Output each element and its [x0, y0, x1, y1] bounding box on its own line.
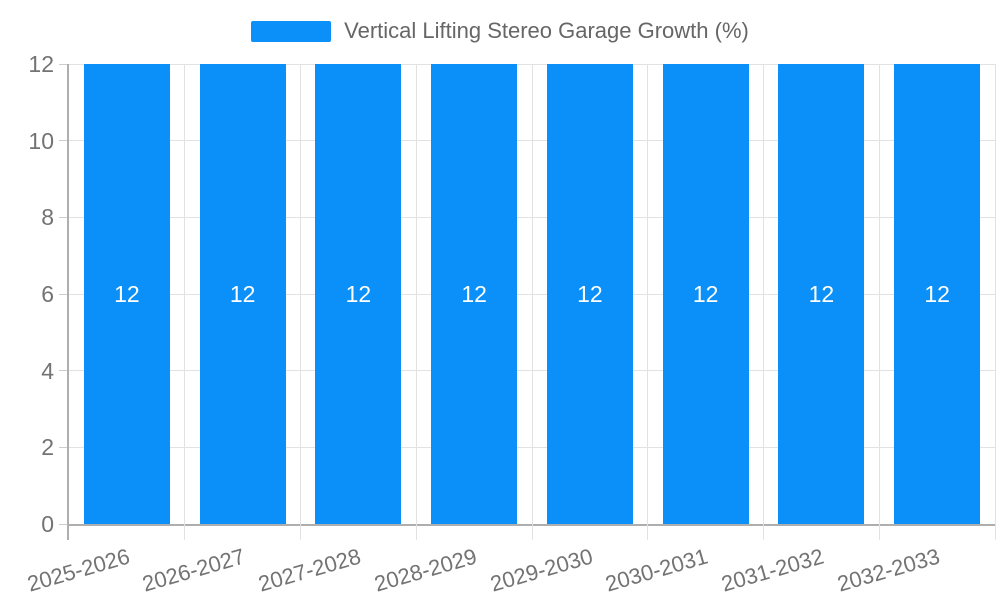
bar-value-label: 12 — [229, 281, 256, 307]
bar-value-label: 12 — [461, 281, 487, 307]
chart-legend[interactable]: Vertical Lifting Stereo Garage Growth (%… — [0, 20, 1000, 42]
bar[interactable]: 12 — [894, 64, 981, 524]
y-axis-tick-label: 6 — [41, 281, 54, 307]
x-axis-tick — [994, 524, 996, 540]
y-axis-tick-label: 8 — [41, 204, 54, 231]
y-axis-tick — [59, 446, 67, 448]
x-axis-category-label: 2031-2032 — [718, 543, 827, 597]
bar[interactable]: 12 — [546, 64, 633, 524]
bar-value-label: 12 — [808, 281, 835, 307]
plot-area: 12 12 12 12 12 12 12 12 — [59, 63, 996, 540]
x-axis-category-label: 2027-2028 — [255, 543, 364, 597]
y-axis-tick — [59, 293, 67, 295]
x-axis-tick — [531, 524, 533, 540]
v-gridline — [300, 64, 301, 524]
y-axis-tick — [59, 140, 67, 142]
y-axis-tick — [59, 370, 67, 372]
bar[interactable]: 12 — [315, 64, 402, 524]
v-gridline — [415, 64, 417, 524]
y-axis-tick-label: 12 — [28, 51, 54, 77]
bar-value-label: 12 — [577, 281, 603, 307]
v-gridline — [763, 64, 764, 524]
v-gridline — [994, 64, 996, 524]
y-axis-tick-label: 0 — [41, 511, 54, 537]
v-gridline — [647, 64, 649, 524]
bar[interactable]: 12 — [199, 64, 286, 524]
bar-value-label: 12 — [345, 281, 372, 307]
x-axis-category-label: 2029-2030 — [487, 543, 596, 597]
x-axis-category-label: 2028-2029 — [371, 543, 480, 597]
bar-value-label: 12 — [114, 281, 140, 307]
bar-value-label: 12 — [692, 281, 719, 307]
legend-swatch-icon — [251, 20, 332, 42]
v-gridline — [878, 64, 880, 524]
bar[interactable]: 12 — [431, 64, 518, 524]
y-axis-tick — [59, 523, 67, 525]
x-axis-tick — [184, 524, 186, 540]
x-axis-category-label: 2032-2033 — [834, 543, 943, 597]
x-axis-tick — [878, 524, 880, 540]
x-axis-tick — [647, 524, 649, 540]
y-axis-tick — [59, 216, 67, 218]
y-axis-tick-label: 4 — [41, 357, 54, 384]
legend-label: Vertical Lifting Stereo Garage Growth (%… — [344, 18, 749, 43]
v-gridline — [184, 64, 186, 524]
y-axis-tick-label: 10 — [28, 127, 54, 154]
x-axis-category-label: 2030-2031 — [602, 543, 711, 597]
x-axis-category-label: 2026-2027 — [139, 543, 248, 597]
x-axis-tick — [415, 524, 417, 540]
x-axis-category-label: 2025-2026 — [24, 543, 133, 597]
bar-value-label: 12 — [924, 281, 950, 307]
y-axis-tick-label: 2 — [41, 434, 54, 461]
x-axis-tick-origin — [66, 524, 69, 540]
bar[interactable]: 12 — [778, 64, 865, 524]
y-axis-tick — [59, 63, 67, 65]
v-gridline — [531, 64, 533, 524]
x-axis-tick — [763, 524, 764, 540]
x-axis-tick — [300, 524, 301, 540]
bar[interactable]: 12 — [83, 64, 170, 524]
bar[interactable]: 12 — [662, 64, 749, 524]
